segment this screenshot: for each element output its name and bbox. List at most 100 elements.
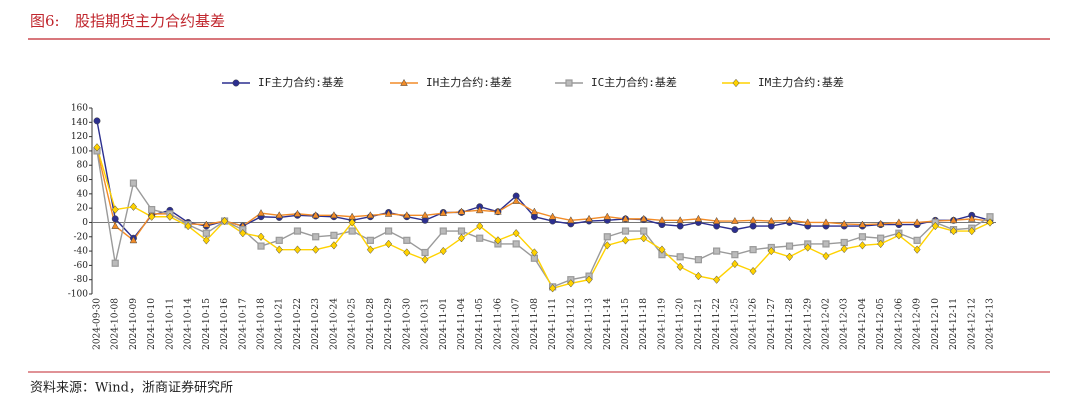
marker	[202, 220, 211, 228]
marker	[348, 227, 356, 235]
marker	[457, 207, 466, 215]
y-tick-label: -100	[68, 290, 88, 300]
x-tick-label: 2024-10-30	[402, 298, 412, 350]
marker	[876, 219, 885, 227]
marker	[858, 233, 867, 241]
x-tick-label: 2024-11-04	[457, 298, 467, 350]
marker	[804, 243, 812, 252]
marker	[111, 259, 119, 267]
marker	[895, 218, 903, 226]
marker	[676, 262, 684, 272]
x-tick-label: 2024-10-16	[220, 298, 230, 350]
x-tick-label: 2024-11-14	[603, 298, 613, 350]
marker	[785, 242, 794, 250]
marker	[93, 117, 101, 125]
marker	[785, 216, 794, 224]
x-tick-label: 2024-12-10	[931, 298, 941, 350]
x-tick-label: 2024-11-20	[676, 298, 686, 350]
marker	[895, 231, 903, 240]
x-tick-label: 2024-10-11	[165, 298, 175, 350]
x-tick-label: 2024-10-15	[202, 298, 212, 350]
x-tick-label: 2024-11-07	[512, 298, 522, 350]
x-tick-label: 2024-12-02	[821, 298, 831, 350]
marker	[950, 226, 958, 236]
marker	[565, 79, 573, 87]
marker	[330, 211, 338, 219]
x-tick-label: 2024-10-29	[384, 298, 394, 350]
marker	[475, 206, 484, 214]
marker	[311, 211, 320, 219]
marker	[713, 247, 721, 255]
x-tick-label: 2024-10-21	[275, 298, 285, 350]
x-tick-label: 2024-10-14	[184, 298, 194, 350]
marker	[384, 209, 393, 217]
marker	[494, 236, 502, 245]
legend-label: IF主力合约:基差	[258, 75, 344, 89]
marker	[803, 218, 812, 226]
marker	[421, 255, 429, 264]
marker	[439, 209, 448, 217]
marker	[457, 227, 466, 235]
marker	[694, 214, 703, 222]
marker	[676, 253, 684, 261]
marker	[621, 214, 630, 222]
marker	[749, 216, 757, 224]
marker	[257, 242, 265, 250]
legend-label: IM主力合约:基差	[758, 75, 844, 89]
marker	[603, 241, 611, 250]
x-tick-label: 2024-10-09	[129, 298, 139, 350]
x-tick-label: 2024-11-21	[694, 298, 704, 350]
marker	[221, 216, 229, 226]
marker	[111, 221, 120, 229]
marker	[549, 284, 557, 293]
series-line	[96, 147, 991, 290]
y-tick-label: -20	[74, 232, 89, 242]
marker	[731, 216, 739, 224]
marker	[148, 205, 156, 214]
marker	[257, 209, 265, 217]
marker	[786, 252, 794, 261]
x-tick-label: 2024-12-11	[949, 298, 959, 350]
marker	[877, 239, 885, 249]
marker	[658, 216, 666, 224]
marker	[767, 246, 775, 256]
x-tick-label: 2024-10-31	[421, 298, 431, 350]
marker	[840, 238, 848, 247]
x-tick-label: 2024-11-29	[803, 298, 813, 350]
marker	[111, 215, 119, 223]
x-tick-label: 2024-11-06	[493, 298, 503, 350]
y-tick-label: 20	[77, 204, 89, 214]
marker	[129, 202, 137, 211]
marker	[986, 218, 994, 227]
marker	[732, 78, 740, 88]
source: 资料来源：Wind，浙商证券研究所	[30, 380, 233, 396]
marker	[640, 227, 648, 235]
y-tick-label: 60	[77, 175, 89, 185]
marker	[567, 279, 575, 288]
marker	[621, 227, 630, 235]
marker	[312, 245, 320, 254]
marker	[366, 245, 374, 254]
marker	[967, 214, 976, 222]
marker	[858, 220, 867, 228]
marker	[275, 236, 283, 244]
x-tick-label: 2024-11-26	[749, 298, 759, 350]
marker	[658, 245, 666, 254]
marker	[293, 209, 302, 217]
marker	[457, 234, 466, 243]
marker	[676, 216, 685, 224]
x-tick-label: 2024-10-25	[348, 298, 358, 350]
marker	[858, 241, 866, 250]
x-tick-label: 2024-12-06	[894, 298, 904, 350]
marker	[148, 212, 156, 221]
marker	[713, 275, 721, 284]
chart-title: 股指期货主力合约基差	[75, 12, 225, 30]
marker	[603, 212, 612, 220]
marker	[913, 218, 921, 226]
marker	[585, 214, 593, 222]
marker	[749, 266, 757, 276]
series-line	[96, 149, 991, 242]
y-tick-label: 160	[71, 104, 88, 114]
x-tick-label: 2024-11-11	[548, 298, 558, 350]
marker	[731, 251, 739, 259]
